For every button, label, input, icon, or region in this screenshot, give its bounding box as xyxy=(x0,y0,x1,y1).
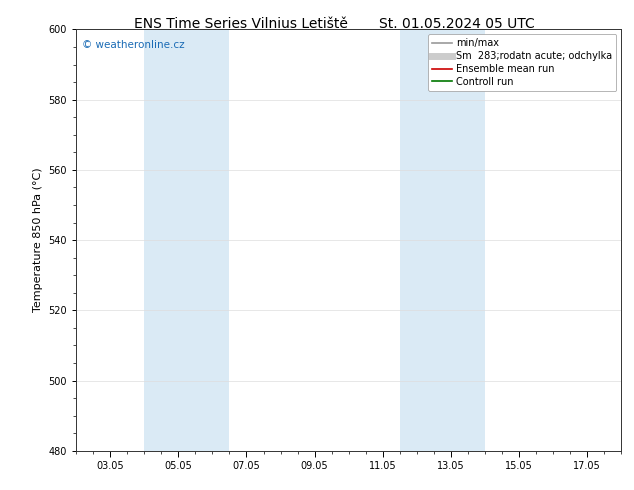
Text: ENS Time Series Vilnius Letiště: ENS Time Series Vilnius Letiště xyxy=(134,17,348,31)
Bar xyxy=(400,29,485,451)
Text: © weatheronline.cz: © weatheronline.cz xyxy=(82,40,184,50)
Bar xyxy=(144,29,230,451)
Text: St. 01.05.2024 05 UTC: St. 01.05.2024 05 UTC xyxy=(378,17,534,31)
Y-axis label: Temperature 850 hPa (°C): Temperature 850 hPa (°C) xyxy=(33,168,43,313)
Legend: min/max, Sm  283;rodatn acute; odchylka, Ensemble mean run, Controll run: min/max, Sm 283;rodatn acute; odchylka, … xyxy=(428,34,616,91)
